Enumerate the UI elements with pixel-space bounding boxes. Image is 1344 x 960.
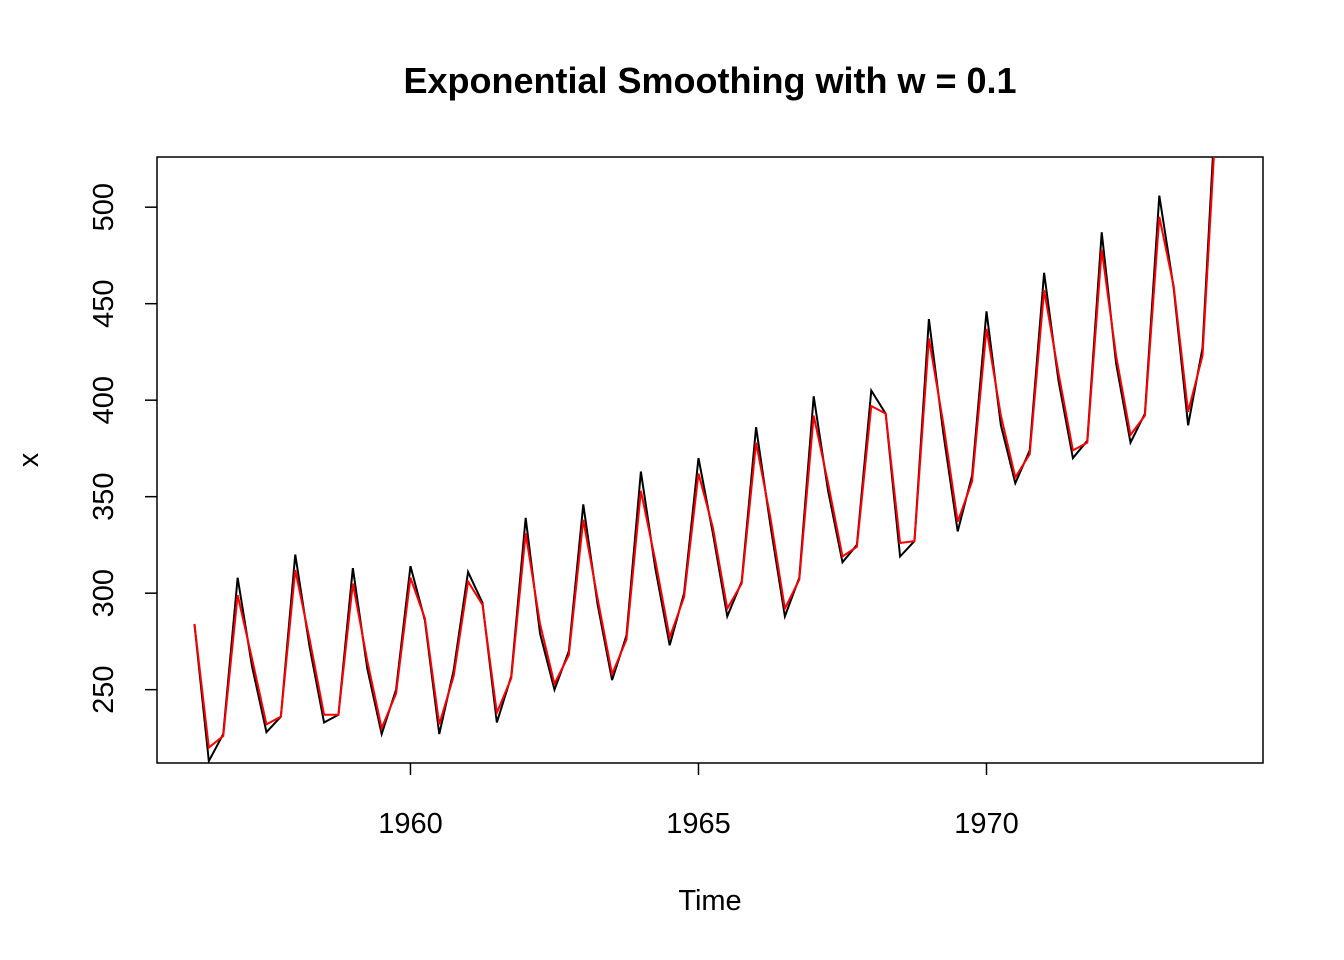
x-axis: 1960 1965 1970 — [378, 763, 1019, 840]
y-tick-label: 300 — [88, 569, 120, 617]
y-tick-label: 350 — [88, 472, 120, 520]
series-line-smoothed — [193, 157, 1215, 750]
y-axis-label: x — [13, 452, 45, 467]
x-tick-label: 1965 — [666, 808, 731, 840]
plot-frame — [156, 156, 1264, 764]
x-tick-label: 1970 — [954, 808, 1019, 840]
x-axis-label: Time — [678, 885, 741, 917]
x-tick-label: 1960 — [378, 808, 443, 840]
y-tick-label: 250 — [88, 665, 120, 713]
series-line-observed — [193, 157, 1214, 763]
y-tick-label: 400 — [88, 376, 120, 424]
series-layer — [193, 157, 1215, 763]
chart-title: Exponential Smoothing with w = 0.1 — [403, 60, 1016, 101]
y-tick-label: 500 — [88, 183, 120, 231]
y-axis: 250 300 350 400 450 500 — [88, 183, 157, 714]
y-tick-label: 450 — [88, 279, 120, 327]
